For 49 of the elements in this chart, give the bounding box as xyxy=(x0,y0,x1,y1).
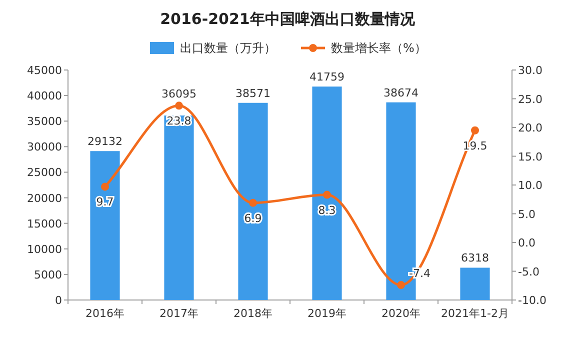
x-tick-label: 2021年1-2月 xyxy=(441,307,509,320)
y2-tick-label: 25.0 xyxy=(518,92,542,106)
data-label: 6318 xyxy=(461,252,489,265)
point xyxy=(471,126,479,134)
y-tick-label: 45000 xyxy=(27,64,62,77)
y2-tick-label: 20.0 xyxy=(518,122,542,134)
y2-tick-label: 10.0 xyxy=(518,179,542,192)
y-tick-label: 35000 xyxy=(27,115,62,128)
x-tick-label: 2020年 xyxy=(382,307,420,320)
point xyxy=(101,182,109,191)
point xyxy=(323,190,331,199)
x-tick-label: 2017年 xyxy=(160,307,198,320)
point xyxy=(249,198,257,207)
y-tick-label: 30000 xyxy=(27,140,62,154)
data-label: 38674 xyxy=(384,86,418,100)
y-tick-label: 5000 xyxy=(34,268,62,282)
bar xyxy=(238,102,268,300)
legend-label: 出口数量（万升） xyxy=(180,41,276,55)
data-label: 41759 xyxy=(310,70,344,84)
y2-tick-label: 5.0 xyxy=(518,208,536,221)
data-label: 29132 xyxy=(88,135,122,148)
y2-tick-label: -10.0 xyxy=(518,294,546,307)
y2-tick-label: -5.0 xyxy=(518,265,540,278)
point xyxy=(175,102,183,110)
chart-title: 2016-2021年中国啤酒出口数量情况 xyxy=(160,10,416,28)
bar xyxy=(312,86,342,300)
data-label: 8.3 xyxy=(318,204,336,217)
x-tick-label: 2016年 xyxy=(86,307,124,320)
y-tick-label: 0 xyxy=(55,294,62,307)
point xyxy=(397,281,405,290)
y-tick-label: 20000 xyxy=(27,192,62,205)
data-label: 36095 xyxy=(162,88,196,101)
y-tick-label: 15000 xyxy=(27,217,62,230)
data-label: 9.7 xyxy=(96,196,114,209)
data-label: 23.8 xyxy=(166,114,192,128)
data-label: 6.9 xyxy=(244,212,262,225)
bar xyxy=(460,268,490,300)
x-tick-label: 2019年 xyxy=(308,307,346,320)
y-tick-label: 25000 xyxy=(27,166,62,180)
x-tick-label: 2018年 xyxy=(234,307,272,320)
y2-tick-label: 30.0 xyxy=(518,64,542,77)
legend-label: 数量增长率（%） xyxy=(331,41,426,55)
data-label: 38571 xyxy=(236,86,270,100)
y2-tick-label: 15.0 xyxy=(518,150,542,164)
bar xyxy=(164,116,194,300)
y-tick-label: 40000 xyxy=(27,90,62,103)
bar xyxy=(90,151,120,300)
y-tick-label: 10000 xyxy=(27,242,62,256)
y2-tick-label: 0.0 xyxy=(518,236,536,250)
